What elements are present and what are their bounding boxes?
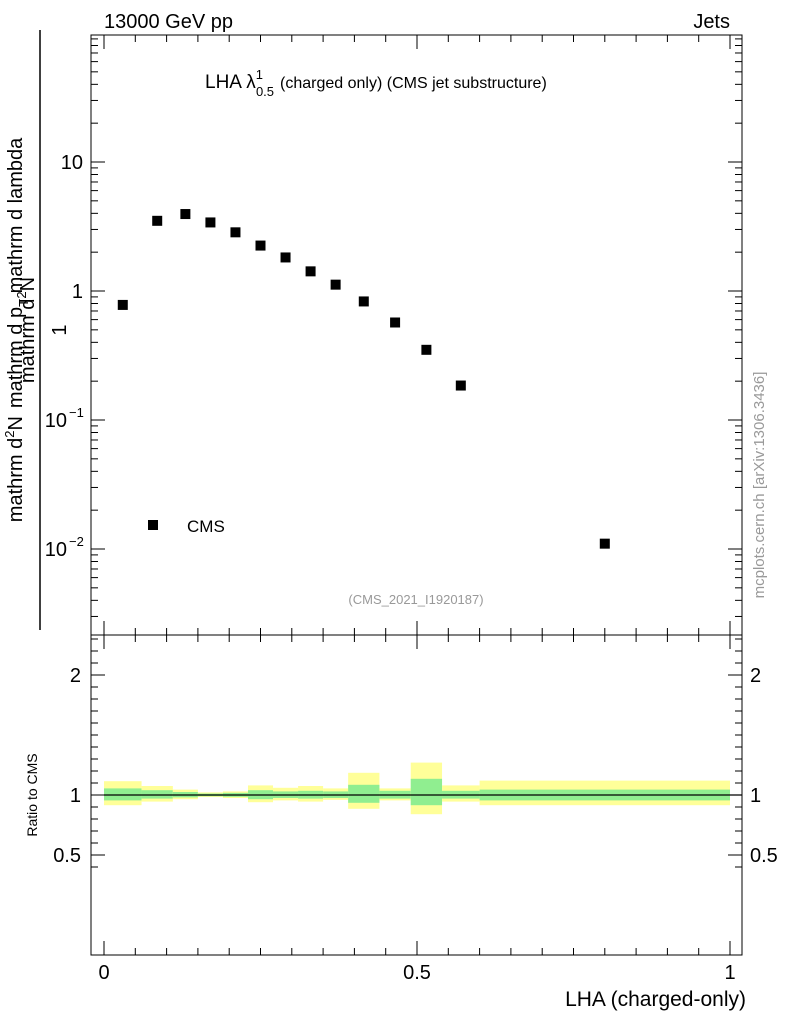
ratio-y-tick-label-right: 1 xyxy=(750,785,761,807)
plot-title-sub: 0.5 xyxy=(256,84,274,99)
plot-title-main: LHA λ xyxy=(205,72,256,93)
y-tick-label: 10 xyxy=(45,539,67,561)
y-tick-label: 10 xyxy=(61,152,83,174)
y-tick-label-exponent: −2 xyxy=(69,534,84,549)
plot-title-sup: 1 xyxy=(256,67,263,82)
data-point xyxy=(280,252,291,263)
y-tick-label: 10 xyxy=(45,410,67,432)
ratio-y-tick-label: 1 xyxy=(70,785,81,807)
plot-title-rest: (charged only) (CMS jet substructure) xyxy=(280,75,547,92)
data-point xyxy=(358,296,369,307)
main-y-axis-label: mathrm d2N 1 xyxy=(14,30,71,630)
y-tick-label-exponent: −1 xyxy=(69,405,84,420)
data-point xyxy=(180,209,191,220)
svg-text:Ratio to CMS: Ratio to CMS xyxy=(24,753,40,836)
ratio-band-inner xyxy=(410,778,443,806)
ratio-y-axis-label: Ratio to CMS xyxy=(24,753,40,836)
y-label-numerator: mathrm d2N xyxy=(14,277,39,383)
ratio-uncertainty-bands xyxy=(104,762,730,815)
y-tick-label: 1 xyxy=(72,281,83,303)
data-point xyxy=(305,266,316,277)
ratio-y-tick-label: 2 xyxy=(70,665,81,687)
ratio-y-tick-label: 0.5 xyxy=(53,845,81,867)
y-label-denominator: 1 xyxy=(49,324,71,335)
main-x-axis xyxy=(103,35,731,635)
data-point xyxy=(152,215,163,226)
analysis-tag: (CMS_2021_I1920187) xyxy=(348,592,483,607)
data-point xyxy=(421,344,432,355)
data-point xyxy=(599,538,610,549)
data-point xyxy=(455,380,466,391)
data-point xyxy=(255,240,266,251)
data-point xyxy=(330,279,341,290)
x-tick-label: 0.5 xyxy=(403,962,431,984)
legend-label: CMS xyxy=(187,517,225,536)
plot-title: LHA λ1 0.5 (charged only) (CMS jet substru… xyxy=(205,67,547,99)
watermark: mcplots.cern.ch [arXiv:1306.3436] xyxy=(751,372,768,599)
header-right: Jets xyxy=(693,11,730,33)
x-tick-label: 0 xyxy=(98,962,109,984)
ratio-x-axis: 0 0.5 1 xyxy=(98,635,736,984)
data-point xyxy=(117,299,128,310)
ratio-band-inner xyxy=(348,784,380,803)
header-left: 13000 GeV pp xyxy=(104,11,233,33)
legend-marker xyxy=(148,520,158,530)
ratio-y-tick-label-right: 2 xyxy=(750,665,761,687)
data-point xyxy=(230,227,241,238)
x-tick-label: 1 xyxy=(724,962,735,984)
svg-text:mcplots.cern.ch [arXiv:1306.34: mcplots.cern.ch [arXiv:1306.3436] xyxy=(751,372,768,599)
main-y-axis-label-outer: mathrm d2Nmathrm d pT mathrm d lambda xyxy=(2,137,31,522)
data-point xyxy=(205,217,216,228)
y-label-outer-numerator: mathrm d2Nmathrm d pT mathrm d lambda xyxy=(2,137,31,522)
ratio-y-axis: 0.5 0.5 1 1 2 2 xyxy=(53,638,778,868)
ratio-y-tick-label-right: 0.5 xyxy=(750,845,778,867)
data-point xyxy=(390,317,401,328)
main-panel-frame xyxy=(90,34,743,636)
main-data-points xyxy=(117,209,610,549)
x-axis-label: LHA (charged-only) xyxy=(565,988,746,1011)
